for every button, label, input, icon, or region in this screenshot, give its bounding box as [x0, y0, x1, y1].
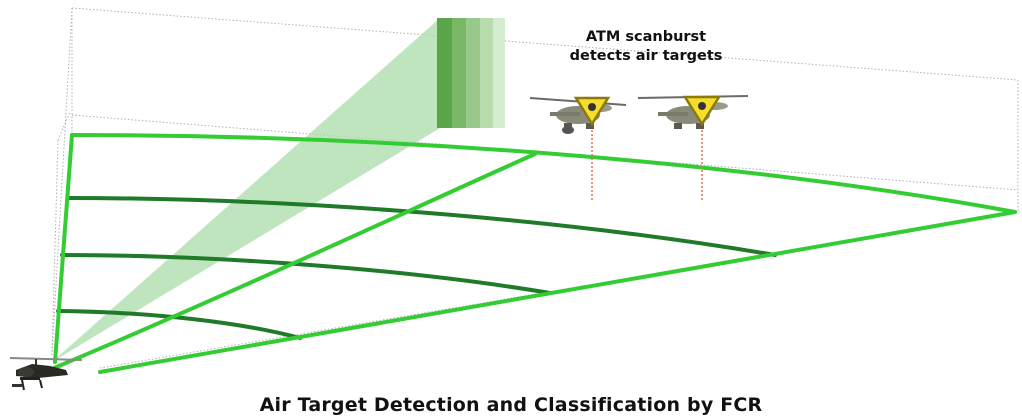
footprint-boundary — [53, 133, 74, 364]
diagram-caption: Air Target Detection and Classification … — [259, 394, 763, 416]
scanburst-bar — [466, 18, 480, 128]
scanburst-bar — [493, 18, 505, 128]
scanburst-bar — [480, 18, 493, 128]
ground-footprint-grid — [52, 133, 1017, 374]
scanburst-bars — [437, 18, 505, 128]
range-arc — [66, 196, 777, 257]
azimuth-line — [98, 210, 1017, 374]
annotation-line-2: detects air targets — [569, 48, 723, 64]
scanburst-bar — [437, 18, 452, 128]
air-target-triangle-icon — [682, 95, 722, 127]
attack-helicopter-icon — [9, 357, 83, 391]
footprint-boundary — [70, 133, 1017, 214]
air-target-2 — [637, 95, 749, 129]
range-arc — [56, 309, 302, 340]
range-arc — [60, 253, 552, 295]
scanburst-bar — [452, 18, 466, 128]
annotation-line-1: ATM scanburst — [585, 29, 707, 45]
air-target-triangle-icon — [573, 96, 611, 127]
air-target-1 — [529, 96, 627, 134]
scanburst-annotation: ATM scanburst detects air targets — [548, 28, 744, 66]
azimuth-line — [52, 152, 537, 370]
radar-beam — [52, 18, 440, 362]
